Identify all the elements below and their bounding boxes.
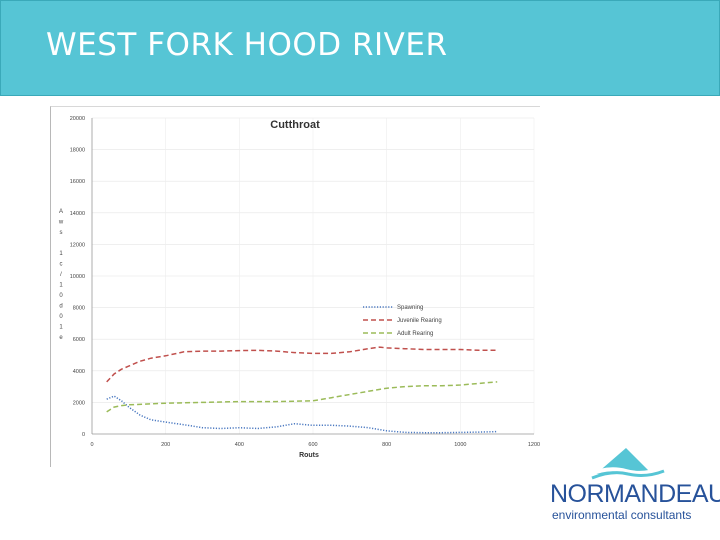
y-tick-label: 14000: [70, 211, 85, 217]
x-tick-label: 0: [90, 442, 93, 448]
legend-label: Spawning: [397, 305, 423, 311]
y-axis-label-char: 1: [59, 251, 63, 257]
y-axis-label-char: c: [60, 262, 63, 268]
chart-title: Cutthroat: [270, 119, 320, 131]
chart-series: [106, 346, 498, 434]
y-axis-label-char: 1: [59, 283, 63, 289]
y-tick-label: 16000: [70, 179, 85, 185]
normandeau-logo: NORMANDEAU environmental consultants: [548, 444, 720, 528]
chart-axes: [91, 118, 534, 435]
y-axis-label-char: /: [60, 272, 62, 278]
x-tick-label: 600: [308, 442, 317, 448]
y-tick-label: 2000: [73, 400, 85, 406]
y-tick-label: 10000: [70, 274, 85, 280]
chart-gridlines: [91, 117, 535, 435]
y-axis-label-char: 1: [59, 325, 63, 331]
y-tick-labels: 0 2000 4000 6000 8000 10000 12000 14000 16000 180…: [70, 116, 85, 438]
x-tick-labels: 0 200 400 600 800 1000 1200: [90, 442, 540, 448]
y-tick-label: 20000: [70, 116, 85, 122]
y-axis-label-char: d: [59, 304, 62, 310]
y-axis-label-char: w: [58, 220, 64, 226]
mountain-wave-icon: [587, 448, 665, 480]
y-tick-label: 8000: [73, 306, 85, 312]
y-axis-label-char: s: [60, 230, 63, 236]
series-line-adult-rearing: [106, 381, 498, 413]
y-axis-label-char: 0: [59, 293, 63, 299]
y-axis-label: Aws 1 c / 1 0 d 0 1 e: [58, 209, 64, 341]
y-axis-label-char: A: [59, 209, 63, 215]
y-tick-label: 6000: [73, 337, 85, 343]
x-tick-label: 200: [161, 442, 170, 448]
slide-title: WEST FORK HOOD RIVER: [46, 27, 448, 63]
x-axis-label: Routs: [299, 452, 319, 459]
y-tick-label: 12000: [70, 242, 85, 248]
y-tick-label: 4000: [73, 369, 85, 375]
legend-label: Adult Rearing: [397, 331, 433, 337]
logo-subtitle: environmental consultants: [552, 508, 692, 522]
x-tick-label: 400: [235, 442, 244, 448]
y-tick-label: 18000: [70, 148, 85, 154]
x-tick-label: 1000: [454, 442, 466, 448]
logo-name: NORMANDEAU: [550, 480, 720, 508]
y-tick-label: 0: [82, 432, 85, 438]
series-line-juvenile-rearing: [106, 346, 498, 383]
y-axis-label-char: 0: [59, 314, 63, 320]
series-line-spawning: [106, 395, 498, 434]
x-tick-label: 1200: [528, 442, 540, 448]
chart-svg: 0200040006000800010000120001400016000180…: [58, 116, 540, 459]
chart-legend: Spawning Juvenile Rearing Adult Rearing: [363, 305, 442, 337]
x-tick-label: 800: [382, 442, 391, 448]
slide-header: WEST FORK HOOD RIVER: [0, 0, 720, 96]
legend-label: Juvenile Rearing: [397, 318, 442, 324]
y-axis-label-char: e: [59, 335, 63, 341]
chart-container: 0 2000 4000 6000 8000 10000 12000 14000 16000 180…: [50, 106, 540, 467]
